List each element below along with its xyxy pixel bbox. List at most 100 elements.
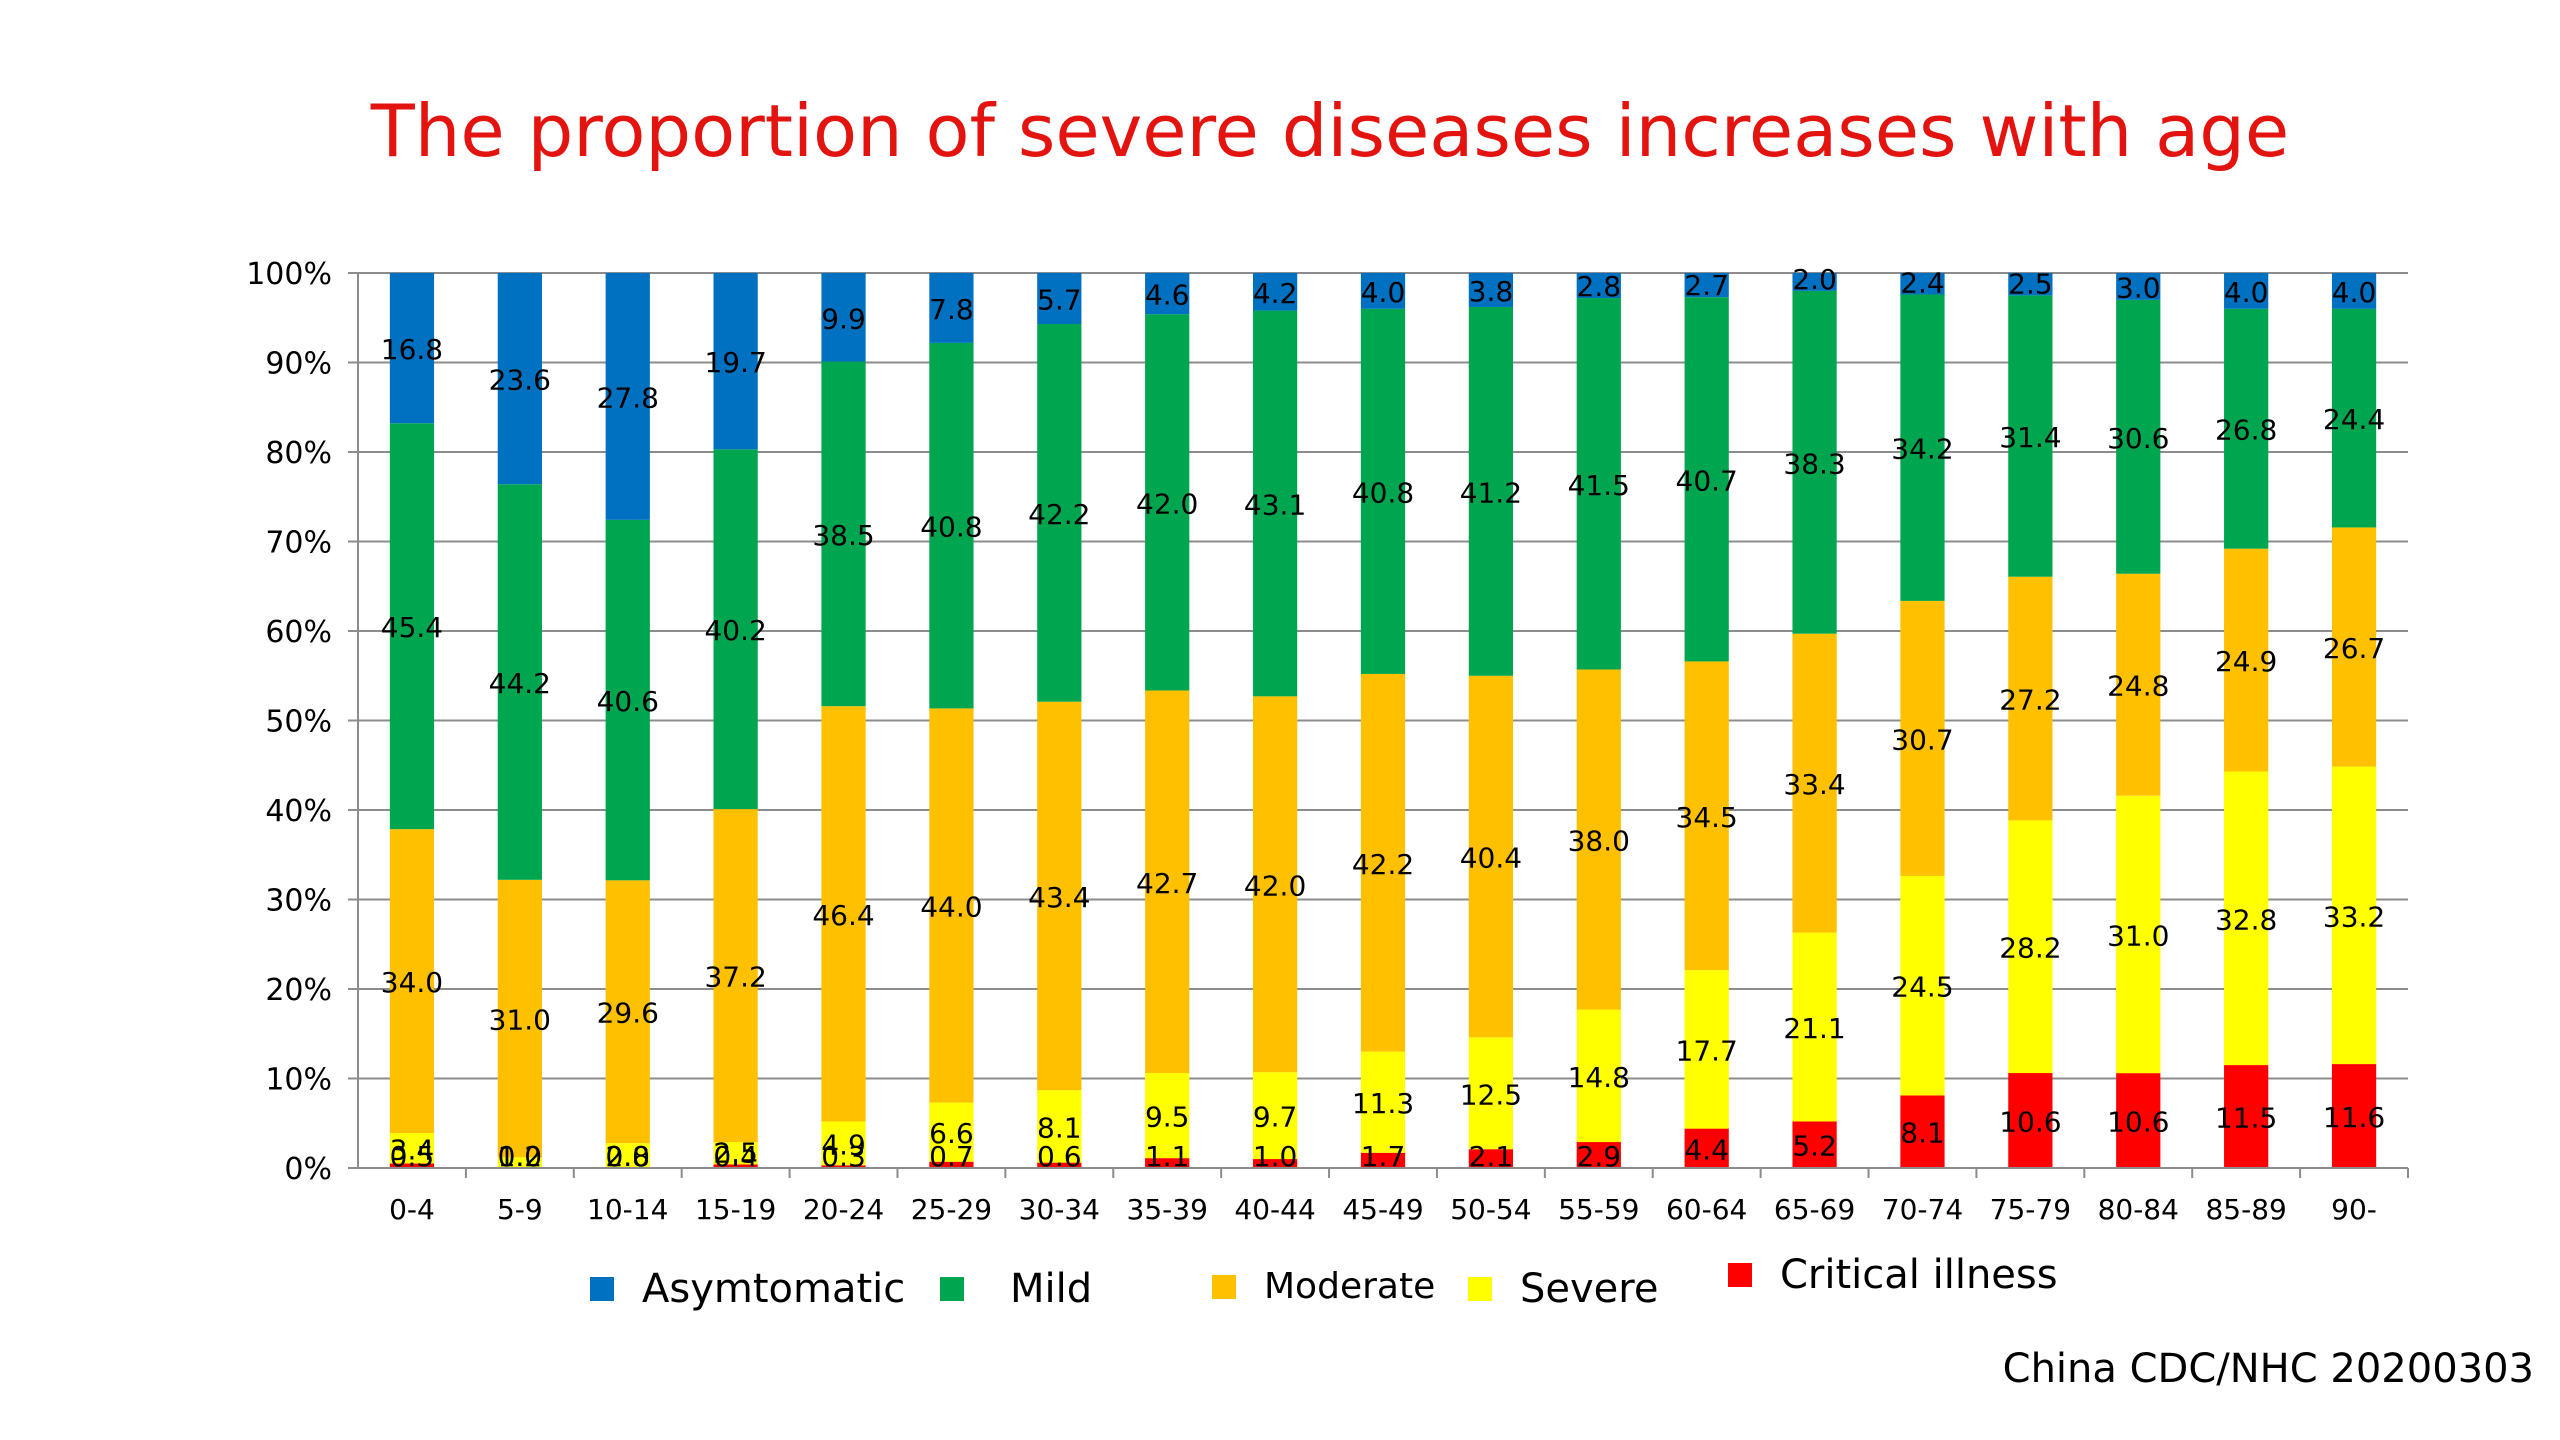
data-label-critical-illness: 11.6 [2323,1101,2385,1134]
legend-swatch-asymtomatic [590,1277,614,1301]
data-label-mild: 38.3 [1783,447,1845,480]
data-label-mild: 38.5 [812,519,874,552]
bar-segment-mild [605,519,650,881]
y-tick-label: 10% [265,1063,332,1098]
data-label-moderate: 43.4 [1028,881,1090,914]
data-label-severe: 2.5 [713,1136,758,1169]
data-label-mild: 40.2 [704,614,766,647]
data-label-asymtomatic: 3.8 [1469,275,1514,308]
bar-segment-critical-illness [821,1165,866,1168]
data-label-mild: 41.5 [1568,469,1630,502]
x-tick-label: 50-54 [1450,1193,1531,1226]
data-label-asymtomatic: 5.7 [1037,284,1082,317]
data-label-asymtomatic: 4.6 [1145,279,1190,312]
bar-segment-severe [821,1121,866,1166]
x-tick-label: 60-64 [1666,1193,1747,1226]
legend-label-critical-illness: Critical illness [1780,1252,2058,1298]
data-label-severe: 14.8 [1568,1061,1630,1094]
bar-segment-asymtomatic [2224,273,2269,309]
x-tick-label: 20-24 [803,1193,884,1226]
bar-segment-critical-illness [1360,1152,1406,1168]
bar-segment-mild [1145,314,1190,691]
y-tick-label: 40% [265,794,332,829]
data-label-severe: 9.7 [1253,1101,1298,1134]
data-label-severe: 8.1 [1037,1111,1082,1144]
y-tick-label: 90% [265,347,332,382]
data-label-mild: 42.2 [1028,498,1090,531]
bar-segment-critical-illness [2224,1065,2269,1168]
bar-segment-asymtomatic [2116,273,2161,300]
legend-label-severe: Severe [1520,1266,1659,1312]
data-label-moderate: 26.7 [2323,632,2385,665]
bar-segment-moderate [1576,669,1621,1010]
x-tick-label: 80-84 [2098,1193,2179,1226]
data-label-asymtomatic: 2.8 [1577,270,1622,303]
bar-segment-mild [713,449,758,810]
bar-segment-mild [497,484,542,880]
bar-segment-mild [1792,290,1837,634]
x-tick-label: 85-89 [2205,1193,2286,1226]
bar-segment-critical-illness [2116,1073,2161,1168]
data-label-severe: 6.6 [929,1117,974,1150]
bar-segment-severe [1145,1073,1190,1159]
bars-layer [389,273,2377,1168]
x-tick-label: 25-29 [911,1193,992,1226]
data-label-moderate: 27.2 [1999,684,2061,717]
data-label-severe: 31.0 [2107,919,2169,952]
x-tick-label: 65-69 [1774,1193,1855,1226]
data-label-critical-illness: 4.4 [1684,1133,1729,1166]
bar-segment-moderate [713,809,758,1143]
data-label-mild: 40.7 [1676,464,1738,497]
x-tick-label: 40-44 [1234,1193,1315,1226]
data-label-critical-illness: 5.2 [1792,1130,1837,1163]
bar-segment-mild [1468,307,1514,676]
bar-segment-critical-illness [389,1163,435,1168]
legend-item-critical-illness: Critical illness [1728,1252,2058,1298]
legend-item-asymtomatic: Asymtomatic [590,1266,905,1312]
data-label-moderate: 42.0 [1244,869,1306,902]
bar-segment-mild [389,423,435,830]
bar-segment-critical-illness [1900,1095,1945,1168]
x-tick-label: 30-34 [1019,1193,1100,1226]
bar-segment-moderate [1792,633,1837,933]
data-label-asymtomatic: 2.0 [1792,263,1837,296]
data-label-asymtomatic: 19.7 [704,346,766,379]
data-label-asymtomatic: 4.0 [2332,276,2377,309]
legend-item-severe: Severe [1468,1266,1658,1312]
axis-layer: 0% 10% 20% 30% 40% 50% 60% 70% 80% 90% 100% 0-4 5-9 1… [246,257,2409,1226]
bar-segment-mild [1576,298,1621,670]
data-label-moderate: 34.5 [1676,801,1738,834]
y-tick-label: 50% [265,705,332,740]
legend-swatch-moderate [1212,1274,1236,1299]
data-label-critical-illness: 10.6 [1999,1106,2061,1139]
data-label-mild: 40.8 [1352,476,1414,509]
bar-segment-mild [1684,297,1729,662]
y-tick-label: 80% [265,436,332,471]
bar-segment-critical-illness [713,1164,758,1168]
bar-segment-asymtomatic [2331,273,2377,309]
bar-segment-moderate [1900,600,1945,876]
data-label-moderate: 42.2 [1352,848,1414,881]
bar-segment-mild [1252,310,1298,697]
data-label-severe: 32.8 [2215,903,2277,936]
data-label-asymtomatic: 9.9 [821,302,866,335]
x-tick-label: 70-74 [1882,1193,1963,1226]
data-label-moderate: 46.4 [812,899,874,932]
data-label-critical-illness: 10.6 [2107,1106,2169,1139]
bar-segment-severe [2224,771,2269,1066]
bar-segment-critical-illness [1252,1159,1298,1168]
bar-segment-critical-illness [1037,1162,1082,1168]
bar-segment-moderate [2008,576,2053,821]
bar-segment-moderate [1468,675,1514,1038]
legend-item-mild: Mild [940,1266,1092,1312]
data-label-moderate: 34.0 [381,966,443,999]
bar-segment-critical-illness [1145,1158,1190,1168]
bar-segment-severe [1684,970,1729,1129]
data-label-moderate: 30.7 [1891,723,1953,756]
bar-segment-severe [713,1142,758,1165]
data-label-severe: 9.5 [1145,1101,1190,1134]
data-label-asymtomatic: 2.5 [2008,267,2053,300]
data-label-moderate: 29.6 [597,997,659,1030]
bar-segment-moderate [497,879,542,1158]
